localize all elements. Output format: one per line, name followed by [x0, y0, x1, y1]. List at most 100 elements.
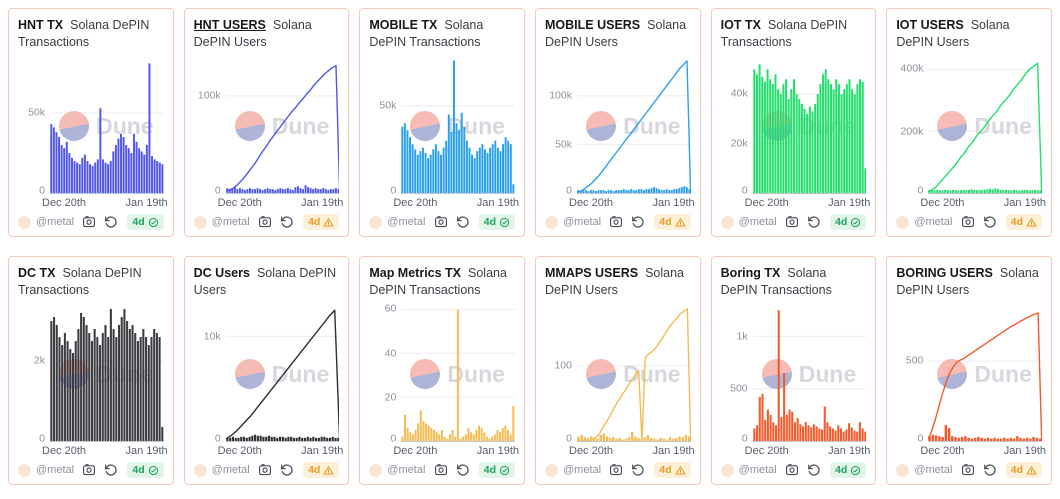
- author-handle[interactable]: @metalight: [738, 464, 777, 476]
- card-title-link[interactable]: IOT TX: [720, 18, 761, 32]
- author-handle[interactable]: @metalight: [738, 216, 777, 228]
- author-avatar[interactable]: [369, 215, 383, 229]
- status-badge[interactable]: 4d: [830, 462, 867, 478]
- camera-icon[interactable]: [785, 215, 799, 229]
- card-title-link[interactable]: MOBILE USERS: [545, 18, 641, 32]
- refresh-icon[interactable]: [456, 215, 470, 229]
- badge-age: 4d: [483, 216, 496, 228]
- camera-icon[interactable]: [258, 463, 272, 477]
- author-handle[interactable]: @metalight: [211, 464, 250, 476]
- status-badge[interactable]: 4d: [127, 214, 164, 230]
- camera-icon[interactable]: [961, 215, 975, 229]
- author-avatar[interactable]: [369, 463, 383, 477]
- card-title-link[interactable]: HNT USERS: [193, 18, 266, 32]
- y-axis-labels: 0 500: [896, 305, 928, 445]
- camera-icon[interactable]: [609, 463, 623, 477]
- card-title: BORING USERS Solana DePIN Users: [896, 265, 1042, 301]
- x-tick-end: Jan 19th: [125, 445, 168, 457]
- y-tick-label: 0: [566, 432, 572, 445]
- x-axis-labels: Dec 20th Jan 19th: [393, 445, 519, 457]
- card-title-link[interactable]: MOBILE TX: [369, 18, 438, 32]
- chart-area: 0 500 Dune: [896, 305, 1042, 445]
- status-badge[interactable]: 4d: [303, 214, 340, 230]
- chart-area: 0 50k Dune: [18, 57, 164, 196]
- card-title-link[interactable]: Map Metrics TX: [369, 266, 462, 280]
- refresh-icon[interactable]: [807, 215, 821, 229]
- camera-icon[interactable]: [258, 215, 272, 229]
- refresh-icon[interactable]: [631, 215, 645, 229]
- x-tick-start: Dec 20th: [217, 445, 262, 457]
- status-badge[interactable]: 4d: [1005, 214, 1042, 230]
- status-badge[interactable]: 4d: [303, 462, 340, 478]
- y-axis-labels: 0 50k 100k: [545, 57, 577, 197]
- plot-area: Dune: [577, 305, 691, 442]
- author-avatar[interactable]: [896, 463, 910, 477]
- x-tick-start: Dec 20th: [569, 445, 614, 457]
- card-footer: @metalight 4d: [369, 461, 515, 479]
- author-handle[interactable]: @metalight: [211, 216, 250, 228]
- x-axis-labels: Dec 20th Jan 19th: [393, 197, 519, 209]
- author-handle[interactable]: @metalight: [914, 216, 953, 228]
- status-badge[interactable]: 4d: [830, 214, 867, 230]
- author-avatar[interactable]: [193, 215, 207, 229]
- author-avatar[interactable]: [545, 463, 558, 477]
- x-tick-start: Dec 20th: [744, 197, 789, 209]
- author-avatar[interactable]: [18, 463, 31, 477]
- author-avatar[interactable]: [193, 463, 207, 477]
- author-avatar[interactable]: [720, 215, 734, 229]
- y-tick-label: 0: [390, 184, 397, 197]
- gridlines: [577, 57, 691, 193]
- card-title-link[interactable]: HNT TX: [18, 18, 64, 32]
- chart-area: 0 200k 400k Dune: [896, 57, 1042, 196]
- refresh-icon[interactable]: [280, 215, 294, 229]
- author-handle[interactable]: @metalight: [563, 216, 602, 228]
- card-title-link[interactable]: DC TX: [18, 266, 56, 280]
- camera-icon[interactable]: [434, 215, 448, 229]
- card-footer: @metalight 4d: [545, 213, 691, 231]
- camera-icon[interactable]: [82, 463, 96, 477]
- author-avatar[interactable]: [545, 215, 558, 229]
- warning-icon: [323, 465, 334, 475]
- card-title-link[interactable]: MMAPS USERS: [545, 266, 639, 280]
- status-badge[interactable]: 4d: [478, 214, 515, 230]
- camera-icon[interactable]: [609, 215, 623, 229]
- author-handle[interactable]: @metalight: [36, 216, 75, 228]
- badge-age: 4d: [483, 464, 496, 476]
- card-title-link[interactable]: IOT USERS: [896, 18, 964, 32]
- plot-area: Dune: [928, 57, 1042, 194]
- camera-icon[interactable]: [785, 463, 799, 477]
- camera-icon[interactable]: [434, 463, 448, 477]
- badge-age: 4d: [659, 216, 672, 228]
- refresh-icon[interactable]: [456, 463, 470, 477]
- card-title-link[interactable]: DC Users: [193, 266, 250, 280]
- card-title-link[interactable]: Boring TX: [720, 266, 781, 280]
- camera-icon[interactable]: [82, 215, 96, 229]
- refresh-icon[interactable]: [807, 463, 821, 477]
- refresh-icon[interactable]: [631, 463, 645, 477]
- card-subtitle: Solana DePIN Transactions: [18, 18, 150, 49]
- refresh-icon[interactable]: [104, 463, 118, 477]
- status-badge[interactable]: 4d: [654, 214, 691, 230]
- camera-icon[interactable]: [961, 463, 975, 477]
- refresh-icon[interactable]: [983, 215, 997, 229]
- author-avatar[interactable]: [720, 463, 734, 477]
- author-handle[interactable]: @metalight: [387, 216, 426, 228]
- refresh-icon[interactable]: [983, 463, 997, 477]
- author-avatar[interactable]: [18, 215, 31, 229]
- status-badge[interactable]: 4d: [1005, 462, 1042, 478]
- status-badge[interactable]: 4d: [654, 462, 691, 478]
- verified-icon: [148, 217, 158, 227]
- plot-area: Dune: [928, 305, 1042, 442]
- refresh-icon[interactable]: [280, 463, 294, 477]
- author-handle[interactable]: @metalight: [563, 464, 602, 476]
- author-handle[interactable]: @metalight: [36, 464, 75, 476]
- card-title-link[interactable]: BORING USERS: [896, 266, 993, 280]
- author-handle[interactable]: @metalight: [914, 464, 953, 476]
- author-handle[interactable]: @metalight: [387, 464, 426, 476]
- author-avatar[interactable]: [896, 215, 910, 229]
- status-badge[interactable]: 4d: [478, 462, 515, 478]
- y-tick-label: 0: [214, 184, 221, 197]
- chart-area: 0 50k 100k Dune: [545, 57, 691, 197]
- status-badge[interactable]: 4d: [127, 462, 164, 478]
- refresh-icon[interactable]: [104, 215, 118, 229]
